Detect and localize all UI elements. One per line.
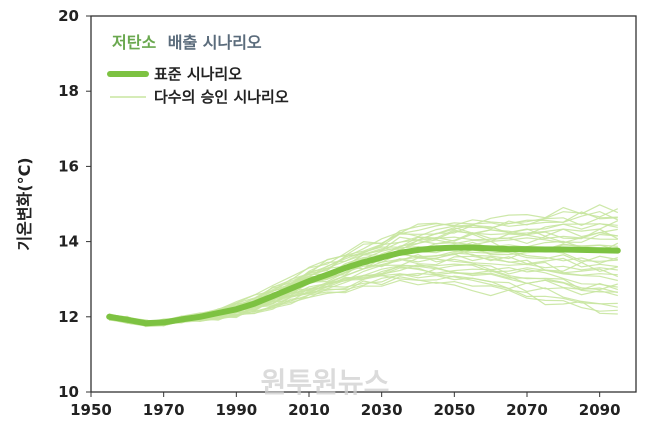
plot-frame	[90, 15, 637, 393]
x-tick-label: 2010	[288, 401, 330, 419]
x-tick-label: 1990	[215, 401, 257, 419]
x-tick-label: 1970	[143, 401, 185, 419]
watermark: 원투원뉴스	[261, 366, 390, 399]
chart-title-part1: 저탄소	[112, 33, 156, 52]
y-tick-label: 14	[58, 233, 79, 251]
x-tick-label: 2030	[361, 401, 403, 419]
x-tick-label: 2090	[579, 401, 621, 419]
axis-ticks: 1950 1970 1990 2010 2030 2050 2070 2090 10 12 14 16…	[58, 7, 620, 419]
y-tick-label: 18	[58, 82, 79, 100]
x-tick-label: 1950	[70, 401, 112, 419]
x-tick-label: 2070	[506, 401, 548, 419]
ensemble-line	[109, 223, 618, 325]
y-tick-label: 12	[58, 308, 79, 326]
x-tick-label: 2050	[433, 401, 475, 419]
y-tick-label: 20	[58, 7, 79, 25]
chart-title: 저탄소 배출 시나리오	[112, 33, 262, 52]
y-axis-label: 기온변화(°C)	[15, 157, 34, 250]
standard-scenario-line	[106, 244, 621, 327]
y-tick-label: 16	[58, 157, 79, 175]
legend-label-ensemble: 다수의 승인 시나리오	[154, 88, 289, 106]
chart-title-part2: 배출 시나리오	[168, 33, 262, 52]
ensemble-line	[109, 220, 619, 326]
y-tick-label: 10	[58, 383, 79, 401]
legend-label-standard: 표준 시나리오	[154, 65, 242, 83]
ensemble-lines	[108, 204, 619, 328]
